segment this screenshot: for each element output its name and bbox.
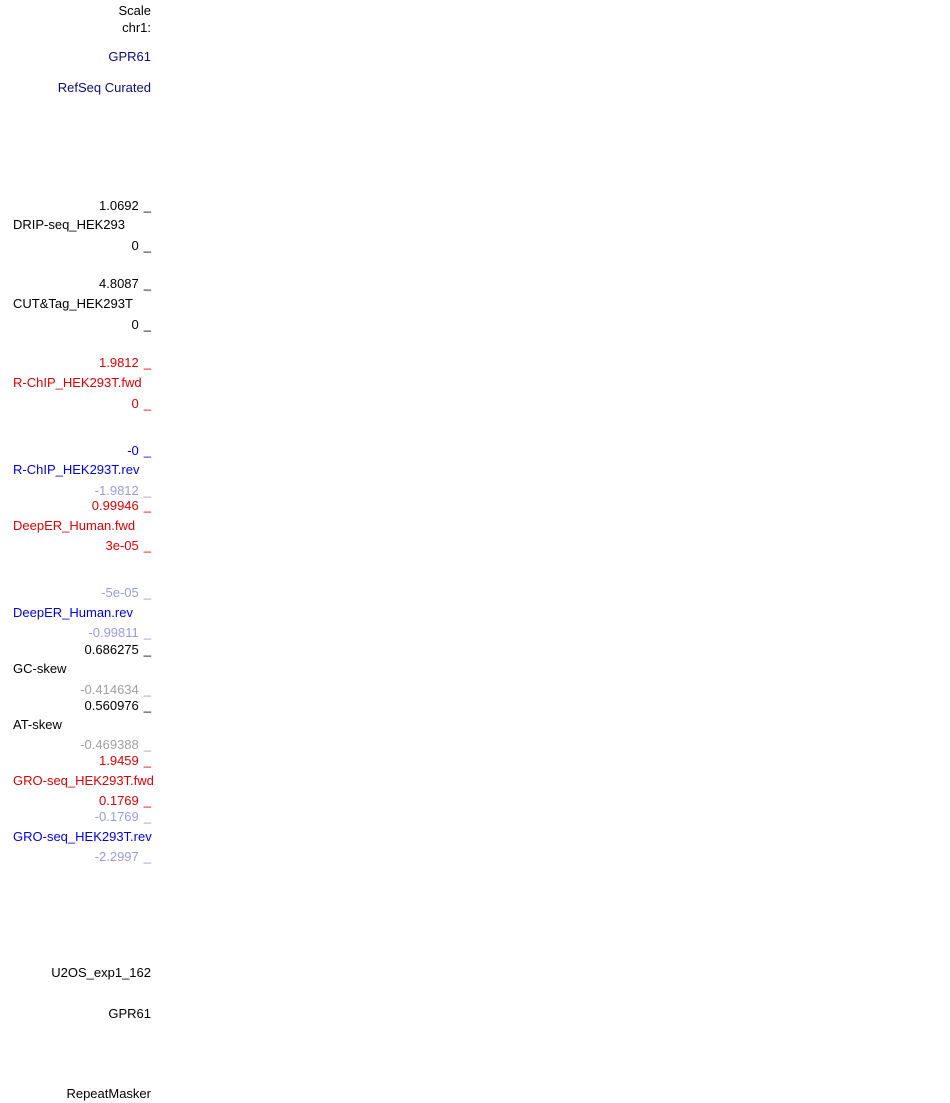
- gene-label-gpr61-bottom[interactable]: GPR61: [108, 1006, 151, 1021]
- axis-max-label: 4.8087: [99, 276, 139, 291]
- axis-min-label: -0.99811: [88, 625, 139, 640]
- axis-tick: _: [143, 443, 151, 458]
- track-max-value: -5e-05 _: [0, 585, 151, 601]
- scale-label: Scale: [118, 3, 151, 18]
- axis-tick: _: [143, 238, 151, 253]
- track-max-value: 0.686275 _: [0, 642, 151, 658]
- axis-tick: _: [143, 483, 151, 498]
- axis-tick: _: [143, 276, 151, 291]
- axis-min-label: 0: [131, 317, 139, 332]
- axis-tick: _: [143, 585, 151, 600]
- track-label-r-chip-hek293t-fwd[interactable]: R-ChIP_HEK293T.fwd: [13, 375, 142, 390]
- axis-min-label: -2.2997: [94, 849, 139, 864]
- axis-tick: _: [143, 538, 151, 553]
- axis-max-label: -0.1769: [94, 809, 139, 824]
- track-label-r-chip-hek293t-rev[interactable]: R-ChIP_HEK293T.rev: [13, 462, 140, 477]
- axis-tick: _: [143, 498, 151, 513]
- track-min-value: -0.469388 _: [0, 737, 151, 753]
- track-min-value: 3e-05 _: [0, 538, 151, 554]
- track-label-deeper-human-fwd[interactable]: DeepER_Human.fwd: [13, 518, 136, 533]
- axis-tick: _: [143, 198, 151, 213]
- track-label-gro-seq-hek293t-fwd[interactable]: GRO-seq_HEK293T.fwd: [13, 773, 154, 788]
- axis-tick: _: [143, 809, 151, 824]
- track-min-value: -0.414634 _: [0, 682, 151, 698]
- track-min-value: 0 _: [0, 396, 151, 412]
- track-label-drip-seq-hek293[interactable]: DRIP-seq_HEK293: [13, 217, 125, 232]
- axis-tick: _: [143, 737, 151, 752]
- axis-min-label: 0.1769: [99, 793, 139, 808]
- track-min-value: -0.99811 _: [0, 625, 151, 641]
- axis-max-label: 1.9459: [99, 753, 139, 768]
- track-max-value: 0.560976 _: [0, 698, 151, 714]
- track-min-value: 0 _: [0, 317, 151, 333]
- axis-min-label: 0: [131, 396, 139, 411]
- track-label-at-skew[interactable]: AT-skew: [13, 717, 62, 732]
- axis-tick: _: [143, 642, 151, 657]
- axis-max-label: 0.686275: [84, 642, 139, 657]
- track-label-gro-seq-hek293t-rev[interactable]: GRO-seq_HEK293T.rev: [13, 829, 152, 844]
- axis-tick: _: [143, 698, 151, 713]
- axis-min-label: -0.469388: [80, 737, 139, 752]
- track-label-u2os-exp1-162[interactable]: U2OS_exp1_162: [51, 965, 151, 980]
- axis-max-label: -5e-05: [101, 585, 139, 600]
- track-label-gc-skew[interactable]: GC-skew: [13, 661, 67, 676]
- axis-tick: _: [143, 625, 151, 640]
- axis-tick: _: [143, 355, 151, 370]
- position-label: chr1:: [122, 20, 151, 35]
- axis-min-label: 0: [131, 238, 139, 253]
- axis-min-label: -0.414634: [80, 682, 139, 697]
- axis-min-label: -1.9812: [94, 483, 139, 498]
- axis-tick: _: [143, 849, 151, 864]
- track-max-value: -0.1769 _: [0, 809, 151, 825]
- track-max-value: 1.9812 _: [0, 355, 151, 371]
- axis-tick: _: [143, 753, 151, 768]
- track-max-value: 0.99946 _: [0, 498, 151, 514]
- track-min-value: 0.1769 _: [0, 793, 151, 809]
- axis-max-label: 0.99946: [91, 498, 139, 513]
- track-label-cut-and-tag-hek293t[interactable]: CUT&Tag_HEK293T: [13, 296, 133, 311]
- axis-max-label: -0: [127, 443, 139, 458]
- axis-max-label: 0.560976: [84, 698, 139, 713]
- track-max-value: 1.9459 _: [0, 753, 151, 769]
- track-label-repeatmasker[interactable]: RepeatMasker: [66, 1086, 151, 1101]
- axis-max-label: 1.0692: [99, 198, 139, 213]
- axis-tick: _: [143, 793, 151, 808]
- track-min-value: -1.9812 _: [0, 483, 151, 499]
- track-max-value: 1.0692 _: [0, 198, 151, 214]
- track-label-refseq-curated[interactable]: RefSeq Curated: [57, 80, 151, 95]
- axis-tick: _: [143, 317, 151, 332]
- track-label-deeper-human-rev[interactable]: DeepER_Human.rev: [13, 605, 133, 620]
- axis-max-label: 1.9812: [99, 355, 139, 370]
- axis-tick: _: [143, 396, 151, 411]
- track-max-value: 4.8087 _: [0, 276, 151, 292]
- track-max-value: -0 _: [0, 443, 151, 459]
- track-min-value: -2.2997 _: [0, 849, 151, 865]
- track-min-value: 0 _: [0, 238, 151, 254]
- gene-label-gpr61[interactable]: GPR61: [108, 49, 151, 64]
- axis-min-label: 3e-05: [105, 538, 139, 553]
- axis-tick: _: [143, 682, 151, 697]
